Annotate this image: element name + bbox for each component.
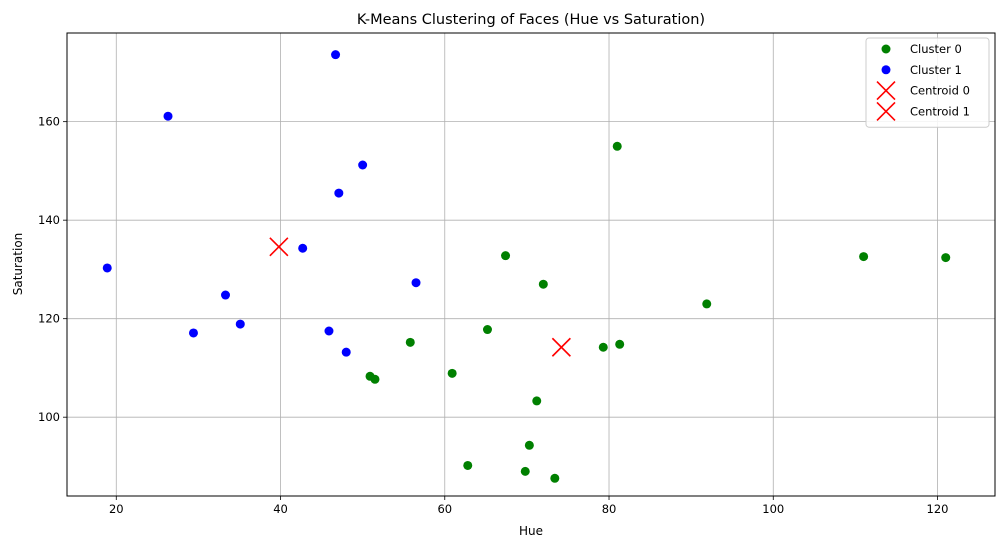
point-marker xyxy=(501,251,511,261)
y-tick-label: 140 xyxy=(38,213,60,227)
y-axis-label: Saturation xyxy=(11,233,25,296)
point-marker xyxy=(532,396,542,406)
point-marker xyxy=(324,326,334,336)
point-marker xyxy=(482,325,492,335)
plot-frame xyxy=(66,32,996,497)
point-marker xyxy=(411,278,421,288)
series-2 xyxy=(551,337,571,357)
point-marker xyxy=(331,50,341,60)
axis-ticks: 20 40 60 80 100 120 100 120 140 160 xyxy=(38,115,948,516)
point-marker xyxy=(358,160,368,170)
legend-label: Centroid 1 xyxy=(910,104,970,118)
legend: Cluster 0 Cluster 1 Centroid 0 Centroid 1 xyxy=(865,37,990,128)
point-marker xyxy=(538,279,548,289)
point-marker xyxy=(188,328,198,338)
point-marker xyxy=(520,466,530,476)
point-marker xyxy=(612,141,622,151)
x-tick-label: 80 xyxy=(602,502,617,516)
legend-marker xyxy=(876,101,896,121)
legend-marker xyxy=(881,44,891,54)
x-axis-label: Hue xyxy=(519,524,543,538)
x-tick-label: 120 xyxy=(927,502,949,516)
point-marker xyxy=(447,368,457,378)
legend-label: Cluster 0 xyxy=(910,42,962,56)
point-marker xyxy=(341,347,351,357)
point-marker xyxy=(941,253,951,263)
point-marker xyxy=(220,290,230,300)
x-tick-label: 100 xyxy=(762,502,784,516)
legend-box xyxy=(865,37,990,128)
x-tick-label: 40 xyxy=(273,502,288,516)
centroid-marker xyxy=(551,337,571,357)
y-tick-label: 160 xyxy=(38,115,60,129)
legend-marker xyxy=(876,81,896,101)
point-marker xyxy=(615,339,625,349)
point-marker xyxy=(334,188,344,198)
point-marker xyxy=(235,319,245,329)
x-tick-label: 60 xyxy=(437,502,452,516)
point-marker xyxy=(298,243,308,253)
point-marker xyxy=(524,440,534,450)
point-marker xyxy=(550,473,560,483)
legend-label: Cluster 1 xyxy=(910,63,962,77)
y-tick-label: 120 xyxy=(38,312,60,326)
y-tick-label: 100 xyxy=(38,410,60,424)
point-marker xyxy=(370,374,380,384)
chart-title: K-Means Clustering of Faces (Hue vs Satu… xyxy=(357,12,705,28)
point-marker xyxy=(702,299,712,309)
point-marker xyxy=(463,460,473,470)
point-marker xyxy=(102,263,112,273)
point-marker xyxy=(859,252,869,262)
series-3 xyxy=(269,237,289,257)
point-marker xyxy=(598,342,608,352)
point-marker xyxy=(405,337,415,347)
x-tick-label: 20 xyxy=(109,502,124,516)
data-points xyxy=(102,50,951,483)
series-1 xyxy=(102,50,421,357)
point-marker xyxy=(163,111,173,121)
legend-marker xyxy=(881,65,891,75)
series-0 xyxy=(365,141,951,483)
centroid-marker xyxy=(269,237,289,257)
legend-label: Centroid 0 xyxy=(910,84,970,98)
